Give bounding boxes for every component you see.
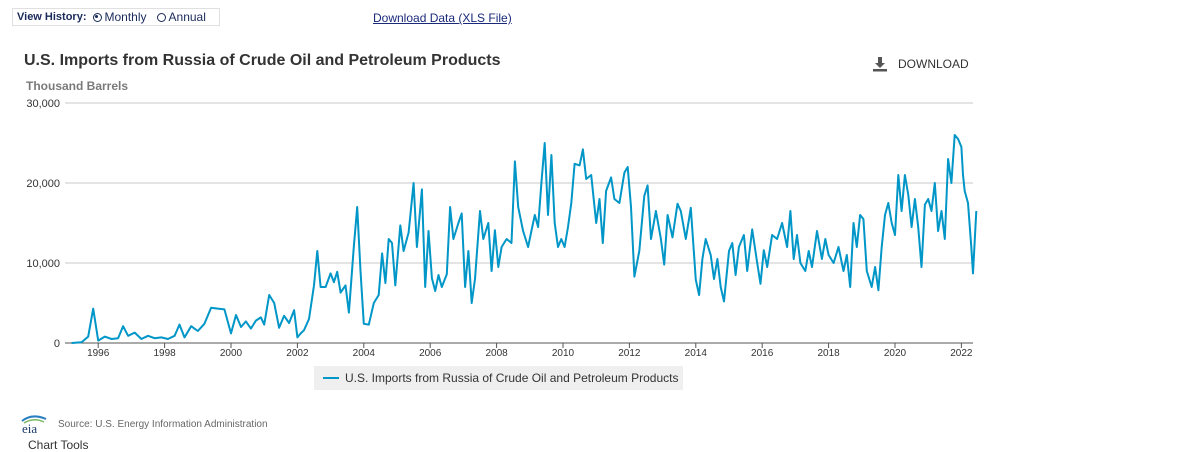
chart-tools-label[interactable]: Chart Tools — [28, 438, 89, 452]
eia-logo-icon: eia — [21, 415, 47, 435]
download-button-label: DOWNLOAD — [898, 57, 969, 71]
y-tick-label: 0 — [54, 338, 60, 350]
gridlines — [65, 102, 973, 344]
source-note: eia Source: U.S. Energy Information Admi… — [20, 413, 268, 435]
x-tick-label: 2008 — [485, 348, 508, 359]
download-data-link[interactable]: Download Data (XLS File) — [373, 11, 512, 25]
x-tick-label: 1996 — [87, 348, 110, 359]
monthly-radio[interactable]: Monthly — [92, 10, 147, 24]
y-tick-label: 30,000 — [26, 98, 60, 110]
series-line — [71, 134, 978, 344]
legend[interactable]: U.S. Imports from Russia of Crude Oil an… — [314, 366, 683, 390]
view-history-toggle: View History: Monthly Annual — [12, 8, 220, 26]
x-tick-label: 2012 — [618, 348, 641, 359]
x-axis-ticks: 1996 1998 2000 2002 2004 2006 2008 2010 2012 2014… — [87, 343, 973, 359]
x-tick-label: 2002 — [286, 348, 309, 359]
x-tick-label: 2004 — [353, 348, 376, 359]
x-tick-label: 2014 — [685, 348, 708, 359]
line-chart: 0 10,000 20,000 30,000 1996 1998 2000 2002 2004… — [26, 98, 978, 359]
x-tick-label: 2006 — [419, 348, 442, 359]
y-tick-label: 20,000 — [26, 178, 60, 190]
y-axis-unit-label: Thousand Barrels — [26, 79, 129, 93]
y-axis-ticks: 0 10,000 20,000 30,000 — [26, 98, 60, 350]
x-tick-label: 2016 — [751, 348, 774, 359]
view-history-label: View History: — [17, 11, 87, 23]
radio-unselected-icon[interactable] — [156, 12, 166, 22]
y-tick-label: 10,000 — [26, 258, 60, 270]
download-button[interactable]: DOWNLOAD — [872, 56, 969, 72]
x-tick-label: 2022 — [950, 348, 973, 359]
x-tick-label: 1998 — [153, 348, 176, 359]
chart-title: U.S. Imports from Russia of Crude Oil an… — [24, 52, 501, 69]
download-icon — [873, 57, 887, 72]
annual-radio[interactable]: Annual — [156, 10, 206, 24]
annual-label: Annual — [168, 10, 206, 24]
svg-text:eia: eia — [22, 421, 37, 435]
x-tick-label: 2020 — [884, 348, 907, 359]
x-tick-label: 2018 — [817, 348, 840, 359]
x-tick-label: 2000 — [220, 348, 243, 359]
legend-swatch — [323, 377, 339, 379]
radio-selected-icon[interactable] — [92, 12, 102, 22]
source-text: Source: U.S. Energy Information Administ… — [58, 418, 268, 430]
series-group — [71, 134, 978, 344]
legend-series-label: U.S. Imports from Russia of Crude Oil an… — [345, 371, 679, 385]
monthly-label: Monthly — [104, 10, 147, 24]
x-tick-label: 2010 — [552, 348, 575, 359]
